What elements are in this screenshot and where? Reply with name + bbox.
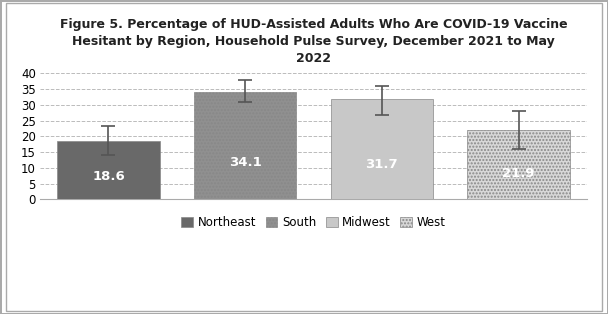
Title: Figure 5. Percentage of HUD-Assisted Adults Who Are COVID-19 Vaccine
Hesitant by: Figure 5. Percentage of HUD-Assisted Adu… [60, 18, 567, 65]
Bar [57, 141, 160, 199]
Bar [331, 100, 433, 199]
Bar [468, 130, 570, 199]
Text: 21.9: 21.9 [502, 167, 535, 180]
Legend: Northeast, South, Midwest, West: Northeast, South, Midwest, West [176, 211, 451, 234]
Bar [194, 92, 297, 199]
Text: 18.6: 18.6 [92, 170, 125, 183]
Text: 34.1: 34.1 [229, 156, 261, 169]
Text: 31.7: 31.7 [365, 158, 398, 171]
